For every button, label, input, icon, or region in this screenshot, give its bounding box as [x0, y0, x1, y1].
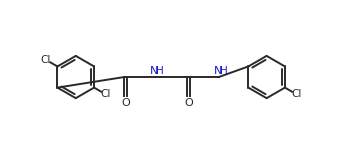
Text: Cl: Cl	[291, 89, 302, 99]
Text: O: O	[184, 98, 193, 108]
Text: N: N	[150, 66, 158, 76]
Text: H: H	[156, 66, 164, 76]
Text: N: N	[214, 66, 222, 76]
Text: H: H	[220, 66, 228, 76]
Text: Cl: Cl	[100, 89, 111, 99]
Text: Cl: Cl	[41, 55, 51, 65]
Text: O: O	[121, 98, 130, 108]
